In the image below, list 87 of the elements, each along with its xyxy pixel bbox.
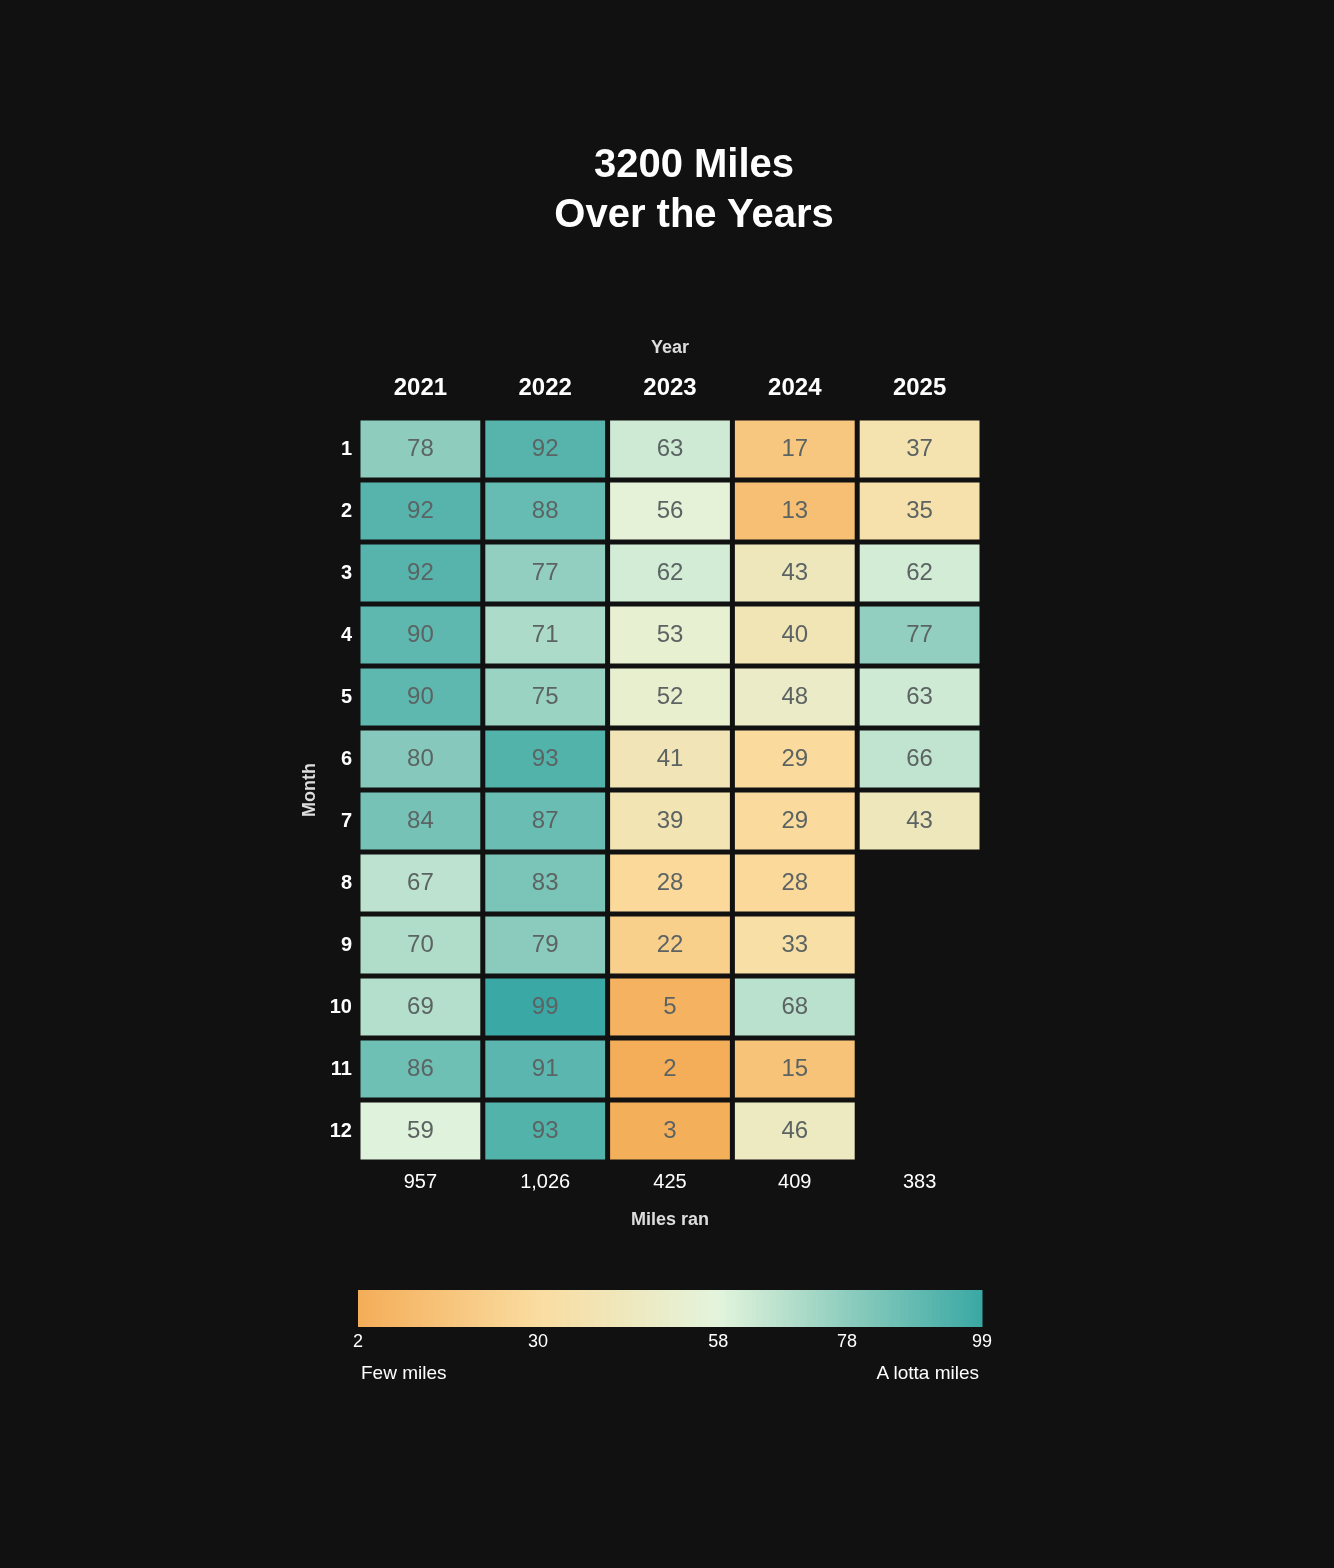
data-label: 84 xyxy=(407,805,434,833)
data-label: 66 xyxy=(906,743,933,771)
data-label: 2 xyxy=(663,1053,677,1081)
x-tick-label: 2022 xyxy=(518,372,572,400)
data-label: 40 xyxy=(781,619,809,647)
x-tick-label: 2023 xyxy=(643,372,697,400)
data-label: 69 xyxy=(407,991,434,1019)
text: Miles ran xyxy=(630,1208,710,1229)
y-tick-label: 9 xyxy=(340,932,352,955)
data-label: 43 xyxy=(906,805,933,833)
data-label: 92 xyxy=(407,557,434,585)
data-label: 17 xyxy=(781,433,809,461)
data-label: 68 xyxy=(781,991,809,1019)
data-label: 92 xyxy=(407,495,434,523)
data-label: 75 xyxy=(531,681,559,709)
data-label: 56 xyxy=(656,495,684,523)
text: A lotta miles xyxy=(876,1362,979,1384)
data-label: 93 xyxy=(531,1115,559,1143)
data-label: 79 xyxy=(531,929,559,957)
data-label: 77 xyxy=(531,557,559,585)
data-label: 35 xyxy=(906,495,933,523)
data-label: 71 xyxy=(531,619,559,647)
data-label: 5 xyxy=(663,991,677,1019)
y-tick-label: 6 xyxy=(340,746,352,769)
text: 383 xyxy=(902,1169,937,1192)
data-label: 37 xyxy=(906,433,933,461)
text: Few miles xyxy=(361,1362,447,1384)
data-label: 28 xyxy=(656,867,684,895)
data-label: 87 xyxy=(531,805,559,833)
data-label: 92 xyxy=(531,433,559,461)
data-label: 53 xyxy=(656,619,684,647)
color-bar-label: 99 xyxy=(971,1330,993,1351)
data-label: 13 xyxy=(781,495,809,523)
y-tick-label: 5 xyxy=(340,684,352,707)
data-label: 15 xyxy=(781,1053,809,1081)
data-label: 43 xyxy=(781,557,809,585)
y-tick-label: 10 xyxy=(329,994,352,1017)
chart-title: 3200 Miles Over the Years xyxy=(554,141,834,236)
data-label: 28 xyxy=(781,867,809,895)
data-label: 88 xyxy=(531,495,559,523)
x-axis-title: Year xyxy=(650,336,690,357)
data-label: 48 xyxy=(781,681,809,709)
color-bar-label: 30 xyxy=(528,1330,549,1351)
data-label: 22 xyxy=(656,929,684,957)
text: 1,026 xyxy=(520,1169,571,1192)
data-label: 39 xyxy=(656,805,684,833)
data-label: 41 xyxy=(656,743,684,771)
color-bar-label: 58 xyxy=(708,1330,729,1351)
data-label: 67 xyxy=(407,867,434,895)
y-tick-label: 7 xyxy=(340,808,352,831)
y-tick-label: 1 xyxy=(340,436,352,459)
data-label: 77 xyxy=(906,619,933,647)
data-label: 62 xyxy=(906,557,933,585)
data-label: 62 xyxy=(656,557,684,585)
text: 425 xyxy=(653,1169,687,1192)
x-tick-label: 2021 xyxy=(393,372,448,400)
data-label: 93 xyxy=(531,743,559,771)
y-tick-label: 4 xyxy=(340,622,353,645)
x-tick-label: 2025 xyxy=(892,372,947,400)
text: 957 xyxy=(403,1169,438,1192)
data-label: 70 xyxy=(407,929,434,957)
data-label: 3 xyxy=(663,1115,677,1143)
color-bar-label: 78 xyxy=(836,1330,857,1351)
data-label: 90 xyxy=(407,681,434,709)
data-label: 83 xyxy=(531,867,559,895)
data-label: 33 xyxy=(781,929,809,957)
y-axis-title: Month xyxy=(298,763,319,817)
data-label: 46 xyxy=(781,1115,809,1143)
y-tick-label: 12 xyxy=(329,1118,352,1141)
data-label: 63 xyxy=(656,433,684,461)
data-label: 86 xyxy=(407,1053,434,1081)
data-label: 29 xyxy=(781,743,809,771)
y-tick-label: 3 xyxy=(340,560,352,583)
data-label: 78 xyxy=(407,433,434,461)
y-tick-label: 2 xyxy=(340,498,352,521)
data-label: 90 xyxy=(407,619,434,647)
data-label: 99 xyxy=(531,991,559,1019)
data-label: 63 xyxy=(906,681,933,709)
data-label: 59 xyxy=(407,1115,434,1143)
data-label: 29 xyxy=(781,805,809,833)
text: 409 xyxy=(778,1169,812,1192)
data-label: 91 xyxy=(531,1053,559,1081)
y-tick-label: 8 xyxy=(340,870,352,893)
x-tick-label: 2024 xyxy=(768,372,823,400)
data-label: 80 xyxy=(407,743,434,771)
y-tick-label: 11 xyxy=(330,1056,352,1079)
data-label: 52 xyxy=(656,681,684,709)
